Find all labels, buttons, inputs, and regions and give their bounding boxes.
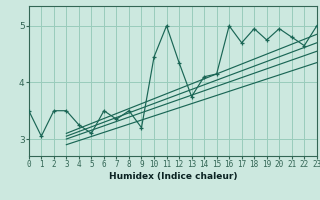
X-axis label: Humidex (Indice chaleur): Humidex (Indice chaleur) (108, 172, 237, 181)
